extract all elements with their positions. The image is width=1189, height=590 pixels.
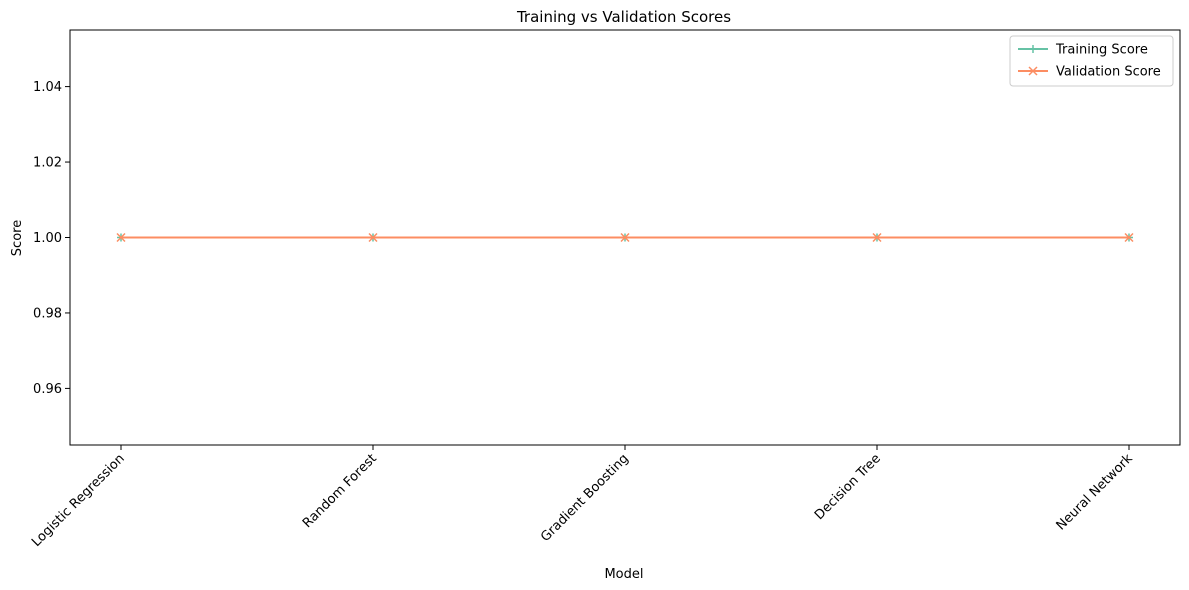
validation-point [620, 232, 630, 243]
legend-label: Validation Score [1056, 65, 1161, 80]
chart-title: Training vs Validation Scores [516, 8, 731, 26]
legend-item: Validation Score [1018, 65, 1161, 80]
x-tick-label: Decision Tree [812, 451, 884, 523]
x-tick-label: Neural Network [1054, 451, 1137, 534]
y-tick-label: 0.96 [33, 382, 62, 397]
x-tick-label: Logistic Regression [29, 451, 128, 550]
validation-point [116, 232, 126, 243]
x-axis: Logistic Regression Random Forest Gradient… [29, 445, 1136, 550]
x-tick-label: Random Forest [300, 451, 380, 531]
legend-box [1009, 35, 1174, 87]
x-tick-label: Gradient Boosting [538, 451, 632, 545]
legend-marker [1028, 66, 1038, 76]
validation-point [872, 232, 882, 243]
y-axis: 0.96 0.98 1.00 1.02 1.04 [33, 80, 70, 397]
series-layer [116, 232, 1134, 243]
validation-point [368, 232, 378, 243]
legend-label: Training Score [1055, 43, 1148, 58]
y-axis-label: Score [10, 220, 25, 256]
validation-point [1124, 232, 1134, 243]
y-tick-label: 1.04 [33, 80, 62, 95]
legend-item: Training Score [1018, 43, 1148, 58]
x-axis-label: Model [604, 567, 643, 582]
y-tick-label: 1.00 [33, 231, 62, 246]
y-tick-label: 1.02 [33, 156, 62, 171]
y-tick-label: 0.98 [33, 306, 62, 321]
legend-marker [1029, 45, 1037, 53]
legend: Training Score Validation Score [1009, 35, 1174, 87]
